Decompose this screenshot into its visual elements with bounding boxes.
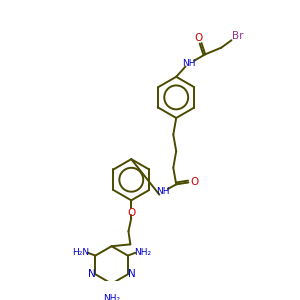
Text: NH: NH	[156, 187, 170, 196]
Text: Br: Br	[232, 31, 244, 40]
Text: NH₂: NH₂	[134, 248, 152, 257]
Text: N: N	[128, 269, 136, 279]
Text: O: O	[190, 176, 198, 187]
Text: N: N	[88, 269, 95, 279]
Text: O: O	[127, 208, 135, 218]
Text: H₂N: H₂N	[72, 248, 89, 257]
Text: NH: NH	[183, 59, 196, 68]
Text: O: O	[195, 33, 203, 43]
Text: NH₂: NH₂	[103, 294, 120, 300]
